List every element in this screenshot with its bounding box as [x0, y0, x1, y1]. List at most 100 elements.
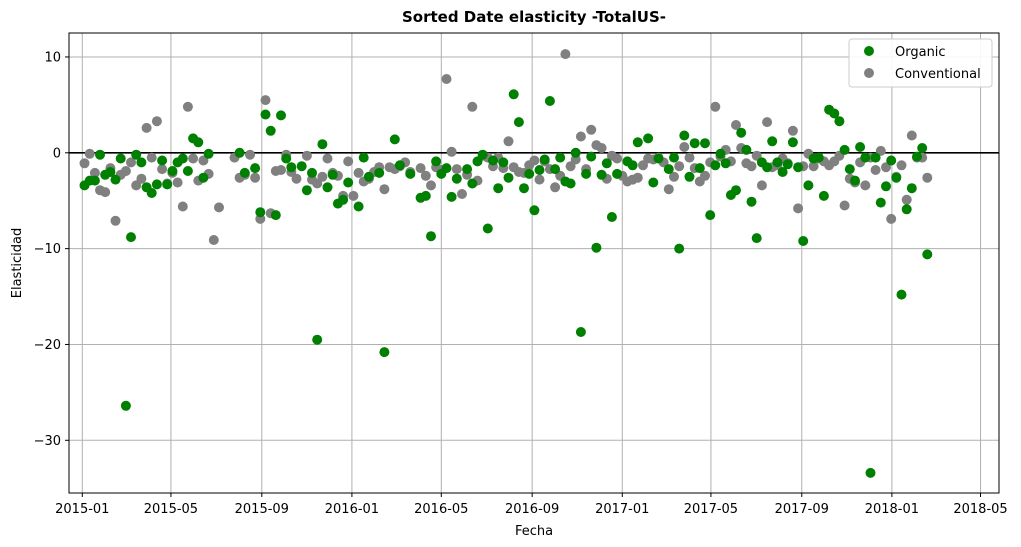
organic-point [513, 117, 524, 128]
conventional-point [89, 167, 100, 178]
y-tick-label: 0 [53, 146, 61, 161]
conventional-point [922, 172, 933, 183]
organic-point [844, 164, 855, 175]
organic-point [234, 147, 245, 158]
organic-point [126, 232, 136, 243]
organic-point [912, 151, 922, 162]
organic-point [694, 163, 705, 174]
x-tick-label: 2017-01 [595, 502, 649, 517]
organic-point [358, 152, 369, 163]
x-tick-label: 2018-05 [953, 502, 1007, 517]
organic-point [374, 167, 385, 178]
legend-box [848, 38, 993, 88]
organic-point [270, 210, 281, 221]
chart-title: Sorted Date elasticity -TotalUS- [402, 8, 666, 26]
organic-point [239, 167, 250, 178]
conventional-point [886, 213, 897, 224]
conventional-point [100, 187, 111, 198]
conventional-point [317, 171, 328, 182]
conventional-point [529, 155, 540, 166]
conventional-point [146, 152, 157, 163]
organic-point [477, 149, 488, 160]
conventional-point [870, 165, 881, 175]
x-tick-label: 2016-01 [325, 502, 379, 517]
conventional-point [503, 136, 514, 147]
organic-point [193, 137, 204, 148]
conventional-point [353, 167, 364, 178]
organic-point [462, 164, 473, 175]
conventional-point [276, 165, 286, 175]
conventional-point [110, 215, 121, 226]
y-tick-label: 10 [44, 50, 61, 65]
organic-point [627, 160, 638, 171]
organic-point [767, 136, 778, 147]
conventional-point [534, 174, 545, 185]
organic-point [870, 152, 881, 163]
organic-point [555, 152, 566, 163]
organic-point [632, 137, 643, 148]
organic-point [715, 148, 726, 159]
organic-point [834, 116, 845, 127]
organic-point [157, 155, 168, 166]
organic-point [394, 160, 405, 171]
organic-point [89, 175, 100, 186]
organic-point [643, 133, 654, 144]
organic-point [488, 155, 498, 166]
conventional-point [177, 201, 188, 212]
legend-conventional-label: Conventional [895, 67, 981, 82]
organic-point [539, 154, 550, 165]
conventional-point [674, 161, 685, 172]
conventional-point [420, 170, 431, 181]
organic-point [338, 194, 349, 205]
organic-point [446, 191, 457, 202]
organic-point [741, 144, 752, 155]
organic-point [705, 210, 716, 221]
organic-point [317, 139, 328, 150]
organic-point [120, 400, 131, 411]
conventional-point [188, 153, 199, 164]
organic-point [829, 108, 840, 119]
organic-point [544, 96, 555, 106]
organic-point [906, 183, 917, 194]
conventional-point [756, 180, 767, 191]
organic-point [115, 153, 126, 164]
organic-point [286, 162, 297, 173]
organic-point [896, 289, 907, 300]
conventional-point [560, 49, 571, 60]
organic-point [575, 327, 586, 337]
organic-point [746, 196, 757, 207]
conventional-point [793, 203, 804, 214]
organic-point [813, 152, 824, 163]
organic-point [803, 180, 814, 191]
organic-point [524, 168, 535, 179]
organic-point [674, 243, 685, 254]
conventional-point [731, 120, 741, 130]
organic-point [529, 205, 540, 216]
organic-point [353, 201, 364, 212]
organic-point [203, 148, 214, 159]
conventional-point [301, 150, 312, 161]
organic-point [850, 175, 860, 186]
conventional-point [126, 157, 136, 168]
y-tick-label: −30 [34, 434, 61, 449]
conventional-point [260, 95, 271, 106]
conventional-point [84, 148, 95, 159]
conventional-point [250, 172, 261, 183]
organic-point [110, 174, 121, 185]
organic-point [301, 185, 312, 196]
organic-point [901, 204, 912, 215]
organic-point [596, 169, 607, 180]
series-organic [79, 89, 933, 478]
organic-point [875, 197, 886, 208]
organic-point [276, 110, 286, 121]
organic-point [798, 236, 809, 246]
organic-point [751, 233, 762, 244]
organic-point [250, 163, 261, 174]
conventional-point [182, 101, 193, 112]
series-conventional [79, 49, 933, 245]
grid-lines [69, 33, 999, 493]
legend-conventional-marker [864, 68, 874, 78]
conventional-point [669, 171, 679, 182]
organic-point [581, 168, 592, 179]
